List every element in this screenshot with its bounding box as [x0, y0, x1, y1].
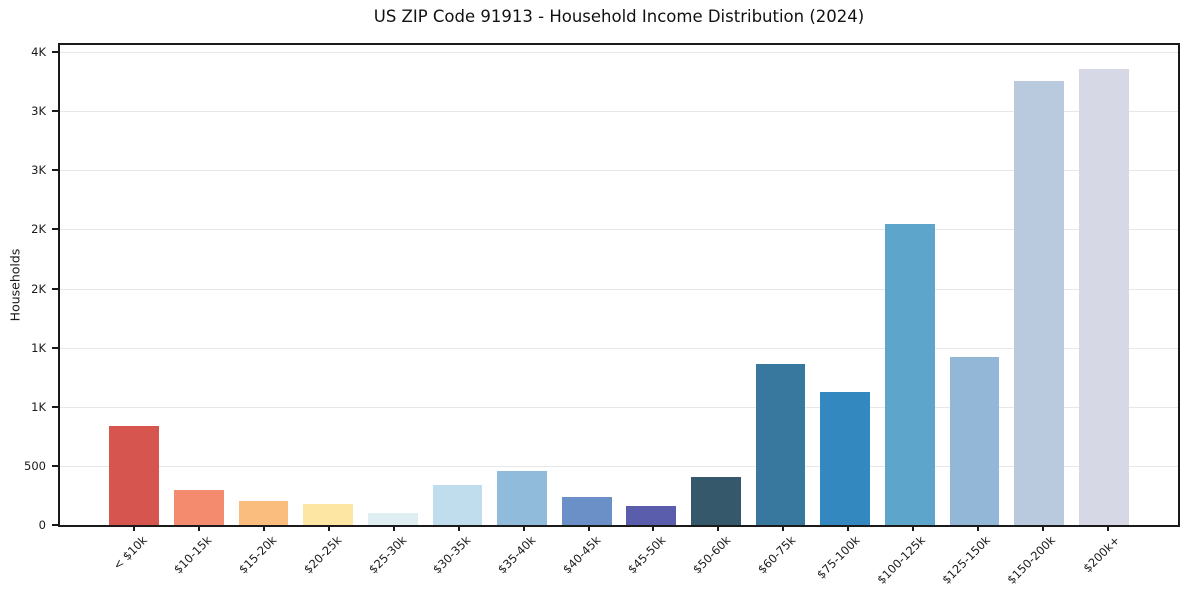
- y-tick-mark: [52, 228, 58, 231]
- bar-slot: [361, 45, 426, 525]
- bar-slot: [1071, 45, 1136, 525]
- gridline: [60, 229, 1178, 231]
- x-tick-mark: [717, 525, 720, 531]
- bar-slot: [296, 45, 361, 525]
- x-tick-label: $25-30k: [365, 533, 409, 577]
- x-tick-mark: [392, 525, 395, 531]
- bar-slot: [1007, 45, 1072, 525]
- bar-slot: [490, 45, 555, 525]
- y-tick-mark: [52, 405, 58, 408]
- x-tick-label: $125-150k: [938, 533, 993, 587]
- x-tick-mark: [782, 525, 785, 531]
- y-tick-label: 2K: [31, 281, 46, 296]
- x-tick-label: $30-35k: [430, 533, 474, 577]
- gridline: [60, 465, 1178, 467]
- bar-slot: [813, 45, 878, 525]
- x-tick-label: $45-50k: [624, 533, 669, 577]
- bar: [1078, 68, 1129, 525]
- y-tick-label: 500: [24, 458, 46, 473]
- y-tick-label: 2K: [31, 222, 46, 237]
- gridline: [60, 170, 1178, 172]
- y-tick-label: 1K: [31, 399, 46, 414]
- x-tick-label: $100-125k: [874, 533, 928, 587]
- x-tick-mark: [198, 525, 201, 531]
- y-tick-mark: [52, 524, 58, 526]
- bar: [497, 471, 547, 525]
- x-tick-mark: [847, 525, 850, 531]
- x-tick-mark: [976, 525, 979, 531]
- gridline: [60, 406, 1178, 408]
- y-tick-mark: [52, 110, 58, 113]
- y-tick-label: 3K: [31, 163, 46, 178]
- x-tick-mark: [522, 525, 525, 531]
- bar: [626, 505, 677, 525]
- x-tick-label: $10-15k: [170, 533, 215, 577]
- x-tick-label: < $10k: [109, 533, 150, 573]
- x-tick-mark: [133, 525, 136, 531]
- bar: [820, 392, 871, 525]
- bar-slot: [878, 45, 943, 525]
- bar: [1014, 81, 1064, 525]
- x-tick-mark: [457, 525, 460, 531]
- x-tick-mark: [263, 525, 266, 531]
- gridline: [60, 52, 1178, 54]
- x-tick-mark: [1106, 525, 1109, 531]
- bar-slot: [102, 45, 167, 525]
- bar: [432, 485, 483, 525]
- x-tick-label: $150-200k: [1003, 533, 1058, 587]
- bar-slot: [425, 45, 490, 525]
- bar-slot: [942, 45, 1007, 525]
- gridline: [60, 111, 1178, 113]
- x-tick-mark: [911, 525, 914, 531]
- y-tick-mark: [52, 464, 58, 467]
- y-tick-label: 4K: [31, 45, 46, 60]
- bar: [174, 490, 224, 525]
- x-tick-label: $50-60k: [689, 533, 734, 577]
- x-tick-label: $40-45k: [560, 533, 604, 577]
- bar-slot: [231, 45, 296, 525]
- x-tick-label: $75-100k: [814, 533, 863, 582]
- gridline: [60, 347, 1178, 349]
- bar: [367, 512, 418, 525]
- x-tick-label: $200k+: [1080, 533, 1123, 576]
- y-tick-label: 3K: [31, 104, 46, 119]
- bar: [238, 501, 289, 525]
- y-tick-mark: [52, 287, 58, 290]
- x-tick-label: $15-20k: [235, 533, 280, 577]
- x-tick-mark: [328, 525, 331, 531]
- bar: [755, 363, 806, 525]
- bar: [884, 223, 935, 525]
- bar: [691, 476, 741, 525]
- bar: [303, 503, 354, 525]
- y-tick-mark: [52, 169, 58, 172]
- y-tick-label: 1K: [31, 340, 46, 355]
- bar-slot: [619, 45, 684, 525]
- x-tick-mark: [1041, 525, 1044, 531]
- bar: [949, 357, 1000, 525]
- x-tick-mark: [652, 525, 655, 531]
- bars-container: [60, 45, 1178, 525]
- bar: [109, 425, 160, 525]
- y-tick-label: 0: [38, 518, 46, 532]
- y-tick-mark: [52, 51, 58, 54]
- x-tick-label: $35-40k: [495, 533, 539, 577]
- plot-area: 0 500 1K 1K 2K 2K 3K 3K 4K < $10k $10-15k $15-20k $2…: [24, 43, 1180, 587]
- bar-slot: [167, 45, 232, 525]
- x-tick-label: $20-25k: [300, 533, 344, 577]
- bar-slot: [554, 45, 619, 525]
- chart-title: US ZIP Code 91913 - Household Income Dis…: [373, 7, 865, 26]
- bar-slot: [684, 45, 749, 525]
- y-tick-mark: [52, 346, 58, 349]
- bar: [561, 496, 612, 525]
- bar-slot: [748, 45, 813, 525]
- x-tick-mark: [587, 525, 590, 531]
- gridline: [60, 288, 1178, 290]
- x-tick-label: $60-75k: [754, 533, 799, 577]
